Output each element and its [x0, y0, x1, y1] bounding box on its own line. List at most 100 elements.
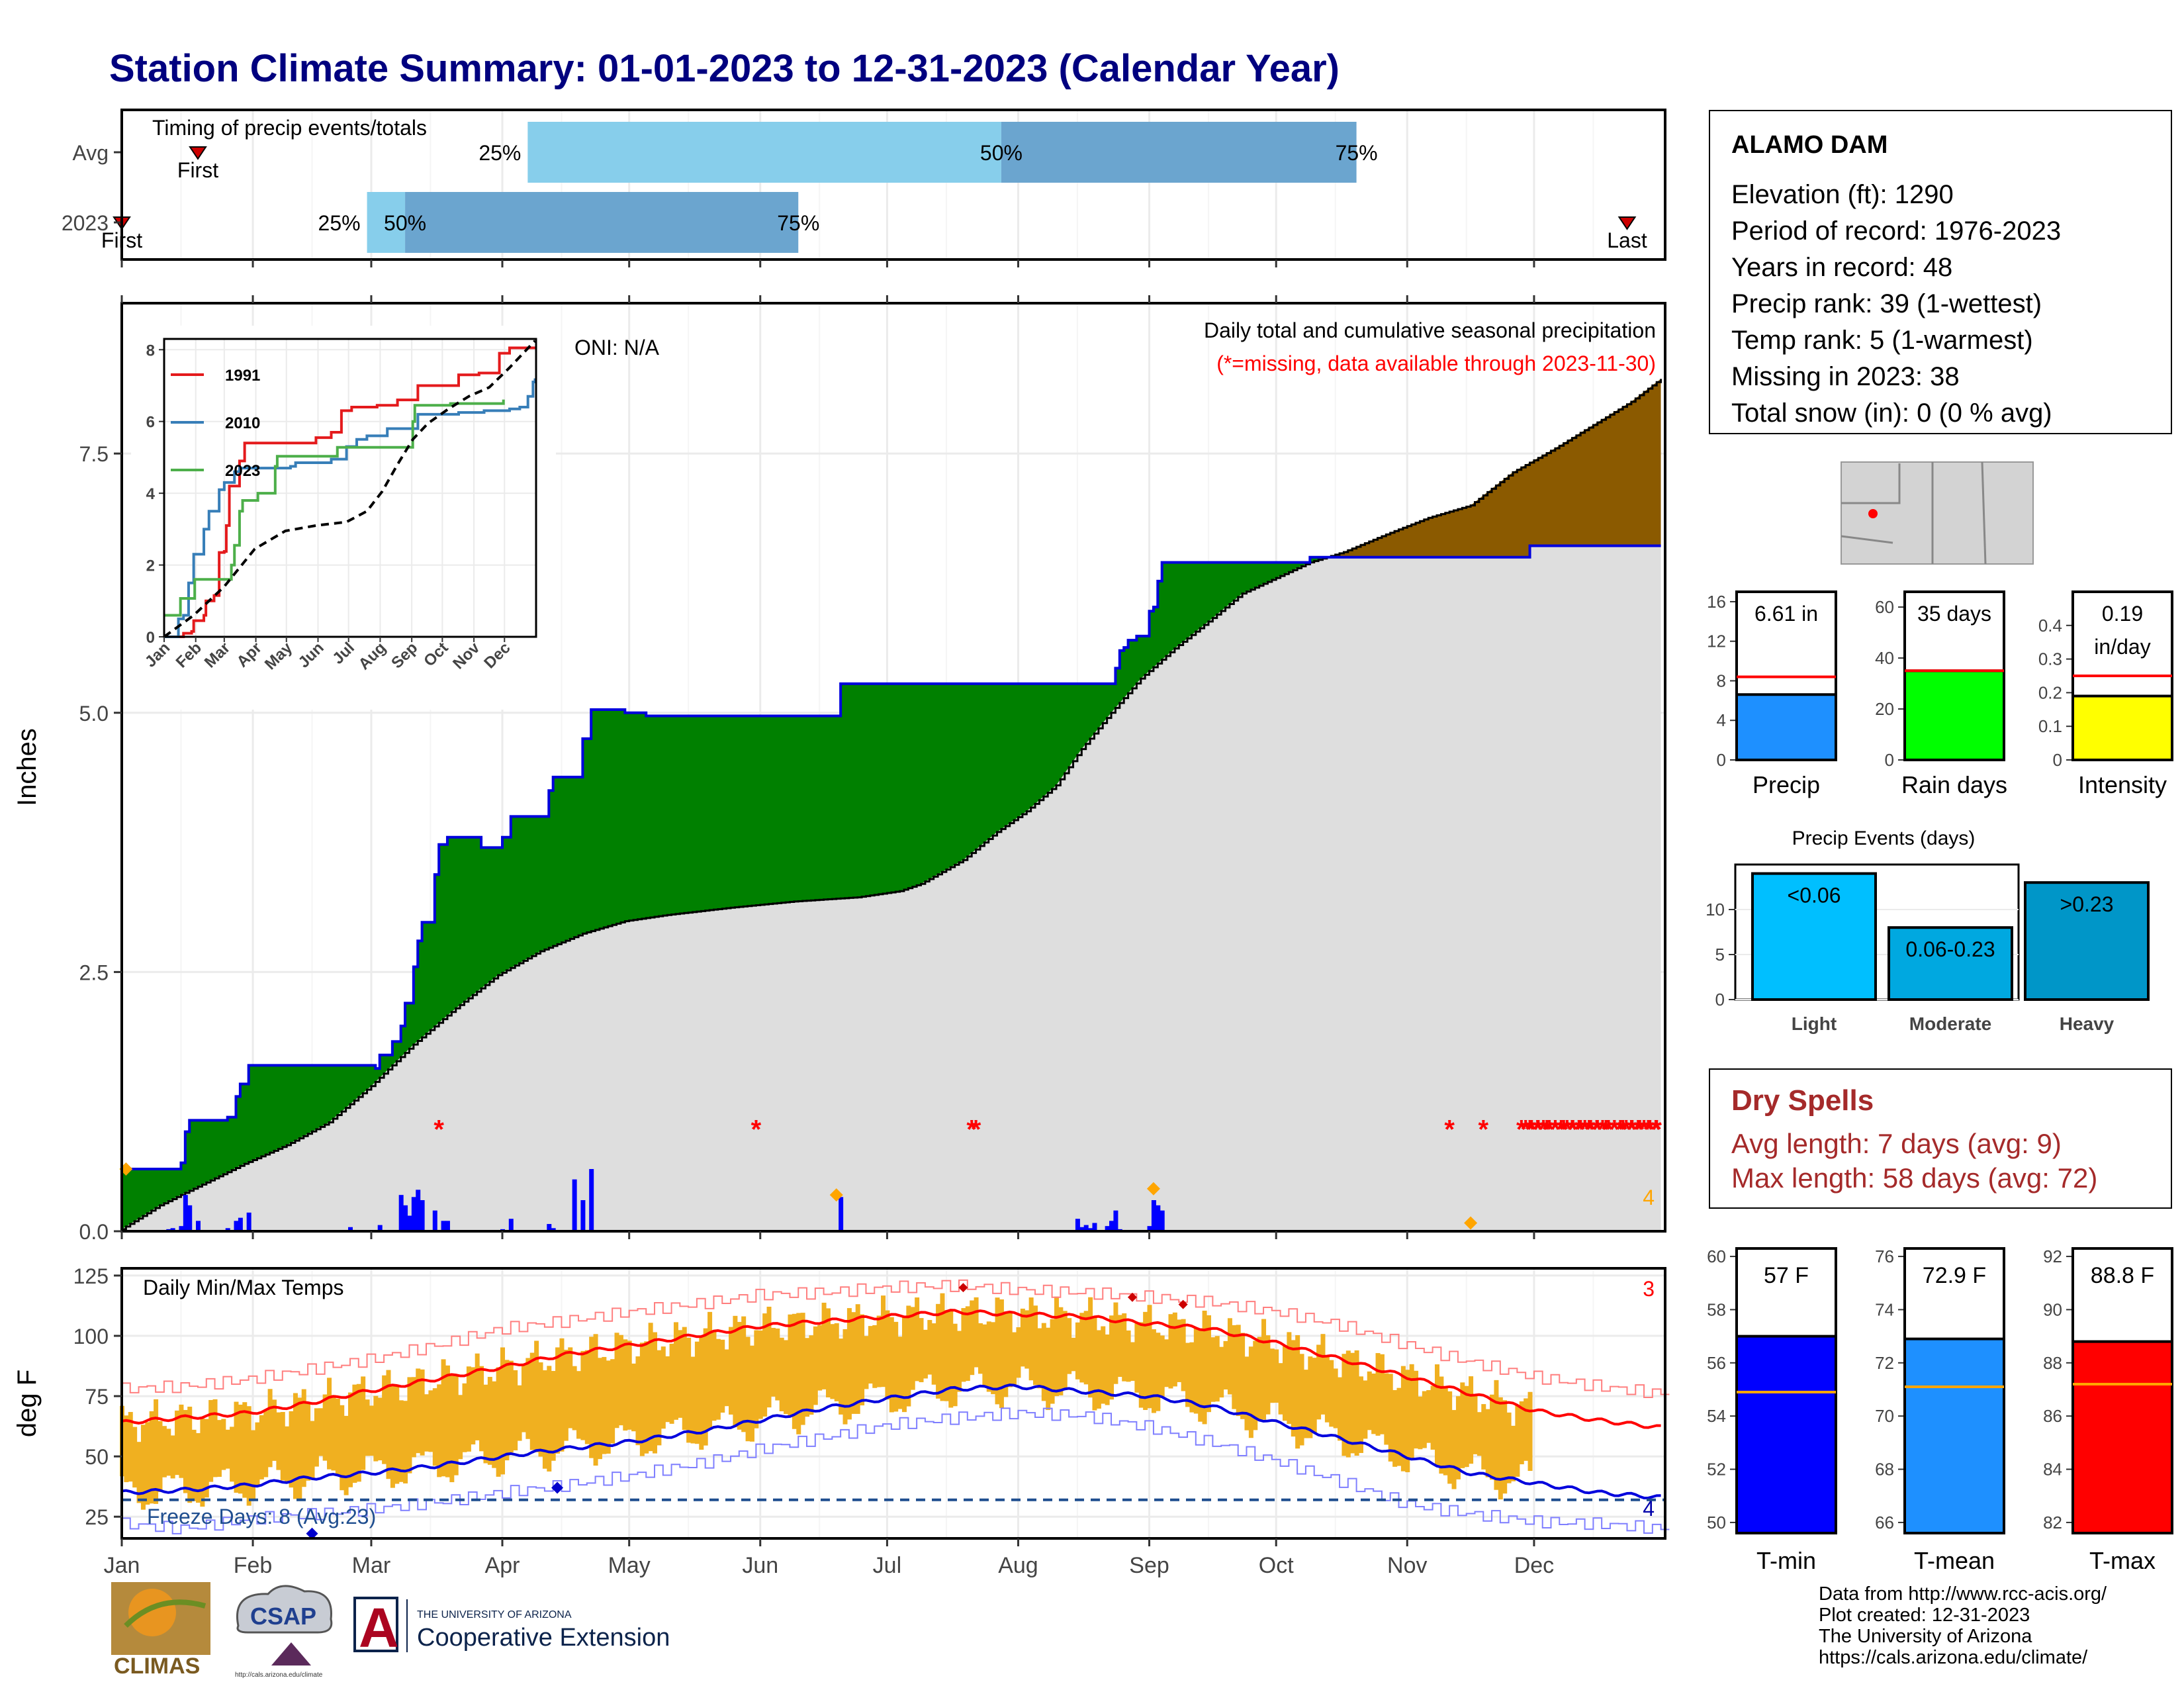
daily-temp-bar — [1455, 1396, 1461, 1479]
daily-temp-bar — [648, 1323, 653, 1452]
observed-cumulative-line — [122, 544, 1661, 1171]
daily-temp-bar — [407, 1377, 412, 1474]
timing-first-marker — [189, 146, 207, 160]
daily-temp-bar — [944, 1310, 949, 1401]
precip-event-bar-Heavy — [2024, 881, 2150, 1001]
daily-temp-bar — [542, 1370, 547, 1469]
dry-spells-heading: Dry Spells — [1731, 1084, 1874, 1117]
daily-temp-bar — [986, 1321, 991, 1392]
climas-sun-icon — [128, 1589, 176, 1636]
precip-panel-frame — [120, 302, 1666, 1233]
daily-temp-bar — [796, 1313, 801, 1434]
daily-temp-bar — [1020, 1308, 1025, 1367]
daily-temp-bar — [1016, 1327, 1021, 1378]
daily-temp-bar — [830, 1324, 835, 1399]
missing-day-marker: * — [1584, 1115, 1594, 1144]
credit-url: https://cals.arizona.edu/climate/ — [1819, 1647, 2088, 1668]
daily-temp-bar — [238, 1404, 243, 1494]
timing-label-75: 75% — [777, 211, 819, 235]
daily-temp-bar — [559, 1338, 565, 1452]
daily-temp-bar — [1443, 1387, 1448, 1476]
daily-temp-bar — [128, 1412, 133, 1482]
daily-temp-bar — [825, 1308, 831, 1397]
temp-title: Daily Min/Max Temps — [143, 1276, 343, 1299]
daily-temp-bar — [1012, 1332, 1017, 1385]
totals-y-tick-label: 0 — [2053, 750, 2062, 770]
daily-temp-bar — [1469, 1376, 1474, 1464]
daily-temp-bar — [1345, 1350, 1351, 1458]
missing-day-marker: * — [1598, 1115, 1608, 1144]
daily-temp-bar — [1502, 1400, 1508, 1494]
daily-temp-bar — [589, 1336, 594, 1458]
temp-summary-label: T-max — [2089, 1547, 2156, 1574]
daily-temp-bar — [1371, 1374, 1377, 1434]
missing-day-marker: * — [1580, 1115, 1590, 1144]
daily-temp-bar — [1278, 1363, 1283, 1415]
daily-temp-bar — [1367, 1371, 1372, 1430]
daily-temp-bar — [915, 1297, 920, 1382]
daily-temp-bar — [340, 1405, 345, 1491]
daily-temp-bar — [204, 1419, 209, 1498]
daily-precip-bar — [234, 1221, 239, 1231]
station-years: Years in record: 48 — [1731, 253, 1953, 282]
temp-panel-frame — [120, 1267, 1666, 1540]
daily-temp-bar — [1092, 1316, 1097, 1411]
daily-temp-bar — [936, 1303, 941, 1399]
daily-temp-bar — [483, 1384, 488, 1464]
missing-day-marker: * — [1651, 1115, 1662, 1144]
daily-temp-bar — [428, 1390, 433, 1452]
station-period: Period of record: 1976-2023 — [1731, 216, 2062, 246]
daily-temp-bar — [1079, 1313, 1085, 1383]
temp-summary-y-tick-label: 76 — [1875, 1246, 1894, 1266]
daily-temp-bar — [1058, 1307, 1064, 1395]
station-info-box: ALAMO DAM Elevation (ft): 1290 Period of… — [1709, 110, 2172, 434]
daily-temp-bar — [1524, 1398, 1529, 1461]
precip-diamond-marker — [829, 1188, 843, 1202]
inset-average-line — [163, 340, 536, 638]
daily-temp-bar — [1130, 1342, 1135, 1382]
daily-precip-bar — [1092, 1223, 1097, 1231]
daily-temp-bar — [343, 1415, 349, 1495]
missing-day-marker: * — [1615, 1115, 1625, 1144]
temp-summary-y-tick-label: 54 — [1707, 1406, 1726, 1426]
temp-summary-bar-T-max — [2071, 1340, 2173, 1534]
month-label: Nov — [1387, 1553, 1427, 1578]
daily-temp-bar — [301, 1389, 306, 1487]
daily-temp-bar — [1244, 1356, 1250, 1430]
inset-y-tick-label: 6 — [146, 414, 155, 432]
daily-temp-bar — [1342, 1354, 1347, 1456]
daily-temp-bar — [471, 1367, 476, 1445]
daily-temp-bar — [1460, 1382, 1465, 1468]
month-label: Jun — [742, 1553, 778, 1578]
daily-temp-bar — [720, 1339, 725, 1413]
daily-temp-bar — [1164, 1339, 1169, 1387]
missing-day-marker: * — [1610, 1115, 1620, 1144]
daily-temp-bar — [1143, 1311, 1148, 1411]
daily-temp-bar — [479, 1366, 484, 1452]
missing-day-marker: * — [1559, 1115, 1569, 1144]
daily-temp-bar — [1312, 1358, 1317, 1434]
daily-precip-bar — [580, 1200, 586, 1231]
daily-temp-bar — [703, 1328, 708, 1446]
temp-summary-y-tick-label: 84 — [2043, 1460, 2062, 1479]
inset-series-line-2023 — [164, 399, 505, 617]
daily-temp-bar — [995, 1297, 1000, 1405]
daily-temp-bar — [1414, 1370, 1419, 1449]
daily-temp-bar — [187, 1407, 193, 1503]
events-y-tick-label: 5 — [1715, 945, 1725, 964]
timing-label-25: 25% — [478, 141, 521, 165]
daily-precip-bar — [416, 1190, 421, 1231]
daily-precip-bar — [1156, 1205, 1161, 1231]
credit-data-source: Data from http://www.rcc-acis.org/ — [1819, 1583, 2107, 1605]
daily-temp-bar — [377, 1397, 383, 1461]
totals-label: Intensity — [2078, 771, 2167, 798]
missing-day-marker: * — [1586, 1115, 1596, 1144]
daily-temp-bar — [475, 1353, 480, 1440]
timing-panel-frame — [120, 109, 1666, 261]
totals-label: Precip — [1752, 771, 1820, 798]
csap-mountain-icon — [271, 1642, 311, 1665]
precip-diamond-marker — [1146, 1182, 1160, 1196]
credits: Data from http://www.rcc-acis.org/ Plot … — [1819, 1583, 2107, 1668]
daily-temp-bar — [872, 1325, 878, 1388]
precip-y-tick-label: 0.0 — [79, 1220, 109, 1244]
